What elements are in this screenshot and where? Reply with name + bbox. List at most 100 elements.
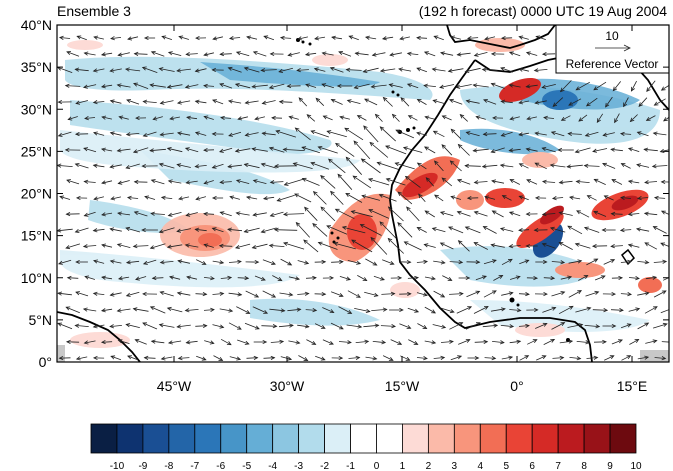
- wind-vector-head: [508, 291, 514, 296]
- wind-vector-head: [185, 180, 191, 185]
- wind-vector: [150, 84, 166, 88]
- wind-vector: [611, 148, 623, 152]
- wind-vector: [306, 114, 316, 122]
- wind-vector-head: [416, 227, 422, 231]
- wind-vector: [287, 308, 301, 312]
- wind-vector-head: [331, 35, 336, 40]
- wind-vector: [314, 323, 326, 329]
- wind-vector-head: [635, 227, 641, 232]
- wind-vector: [442, 115, 452, 121]
- wind-vector-head: [176, 100, 182, 105]
- wind-vector-head: [133, 82, 138, 87]
- wind-vector-head: [296, 68, 301, 73]
- wind-vector-head: [542, 259, 548, 265]
- wind-vector-head: [636, 163, 641, 168]
- wind-vector-head: [74, 163, 80, 167]
- wind-vector: [637, 261, 649, 263]
- wind-vector-head: [602, 162, 607, 167]
- wind-vector-head: [403, 241, 409, 246]
- wind-vector-head: [282, 212, 288, 217]
- wind-vector: [126, 133, 140, 135]
- reference-arrow-head: [623, 44, 631, 52]
- wind-vector-head: [541, 212, 547, 217]
- wind-vector-head: [475, 115, 481, 120]
- wind-vector-head: [465, 99, 471, 104]
- wind-vector: [575, 243, 591, 249]
- wind-vector: [542, 307, 556, 313]
- wind-vector: [125, 227, 141, 233]
- wind-vector: [126, 260, 140, 264]
- wind-vector: [262, 132, 276, 136]
- wind-vector: [405, 176, 421, 188]
- wind-vector: [339, 116, 351, 120]
- wind-vector-head: [449, 309, 455, 314]
- wind-vector-head: [330, 99, 336, 103]
- wind-vector-head: [144, 195, 150, 200]
- wind-vector: [535, 323, 547, 329]
- wind-vector-head: [473, 242, 479, 246]
- wind-vector: [220, 211, 232, 217]
- colorbar-label: -2: [320, 461, 329, 471]
- wind-vector: [178, 196, 190, 200]
- wind-vector: [660, 309, 669, 314]
- wind-vector: [133, 147, 149, 153]
- wind-vector: [311, 130, 329, 138]
- wind-vector: [492, 341, 504, 343]
- wind-vector: [509, 276, 521, 280]
- colorbar-swatch: [324, 423, 351, 454]
- wind-vector: [596, 113, 604, 123]
- wind-vector: [440, 341, 454, 343]
- reference-vector-box: 10 Reference Vector: [555, 24, 670, 74]
- wind-vector-head: [516, 339, 522, 344]
- wind-vector: [269, 308, 285, 312]
- wind-vector: [474, 242, 488, 250]
- wind-vector: [440, 211, 454, 217]
- wind-vector-head: [195, 196, 201, 201]
- wind-vector-head: [484, 36, 489, 41]
- wind-vector: [355, 341, 369, 343]
- plot-title-forecast-time: (192 h forecast) 0000 UTC 19 Aug 2004: [418, 3, 667, 19]
- wind-vector: [653, 226, 667, 234]
- wind-vector-head: [330, 190, 335, 196]
- wind-vector-head: [660, 86, 666, 91]
- wind-vector: [252, 148, 268, 152]
- wind-vector-head: [474, 355, 480, 361]
- wind-vector: [339, 276, 351, 280]
- wind-vector-head: [533, 307, 539, 313]
- wind-vector: [83, 84, 97, 88]
- wind-vector-head: [237, 259, 242, 264]
- wind-vector: [335, 143, 355, 157]
- wind-vector-head: [59, 195, 65, 200]
- wind-vector: [440, 242, 454, 250]
- wind-vector: [253, 180, 267, 184]
- wind-vector: [245, 132, 259, 136]
- wind-vector: [578, 275, 588, 281]
- wind-vector: [576, 81, 590, 91]
- wind-vector-head: [350, 210, 356, 215]
- wind-vector-head: [176, 291, 182, 296]
- wind-vector-head: [159, 260, 165, 265]
- wind-vector-head: [568, 339, 574, 344]
- colorbar-label: 0: [374, 461, 380, 471]
- wind-vector: [631, 80, 637, 92]
- wind-vector-head: [178, 35, 184, 40]
- wind-vector-head: [66, 51, 72, 55]
- wind-vector-head: [245, 309, 251, 314]
- wind-vector-head: [483, 339, 489, 344]
- wind-vector: [536, 36, 546, 40]
- wind-vector-head: [660, 242, 666, 247]
- wind-vector: [110, 355, 122, 361]
- wind-vector: [314, 68, 326, 72]
- wind-vector-head: [166, 306, 172, 312]
- wind-vector: [219, 83, 233, 89]
- wind-vector-head: [211, 131, 217, 137]
- wind-vector: [330, 67, 344, 73]
- wind-vector-head: [560, 291, 566, 295]
- wind-vector-head: [150, 179, 156, 184]
- wind-vector-head: [507, 258, 513, 263]
- wind-vector: [592, 309, 608, 311]
- wind-vector-head: [82, 244, 88, 249]
- wind-vector-head: [262, 339, 268, 345]
- wind-vector-head: [372, 261, 378, 266]
- wind-vector: [575, 147, 591, 153]
